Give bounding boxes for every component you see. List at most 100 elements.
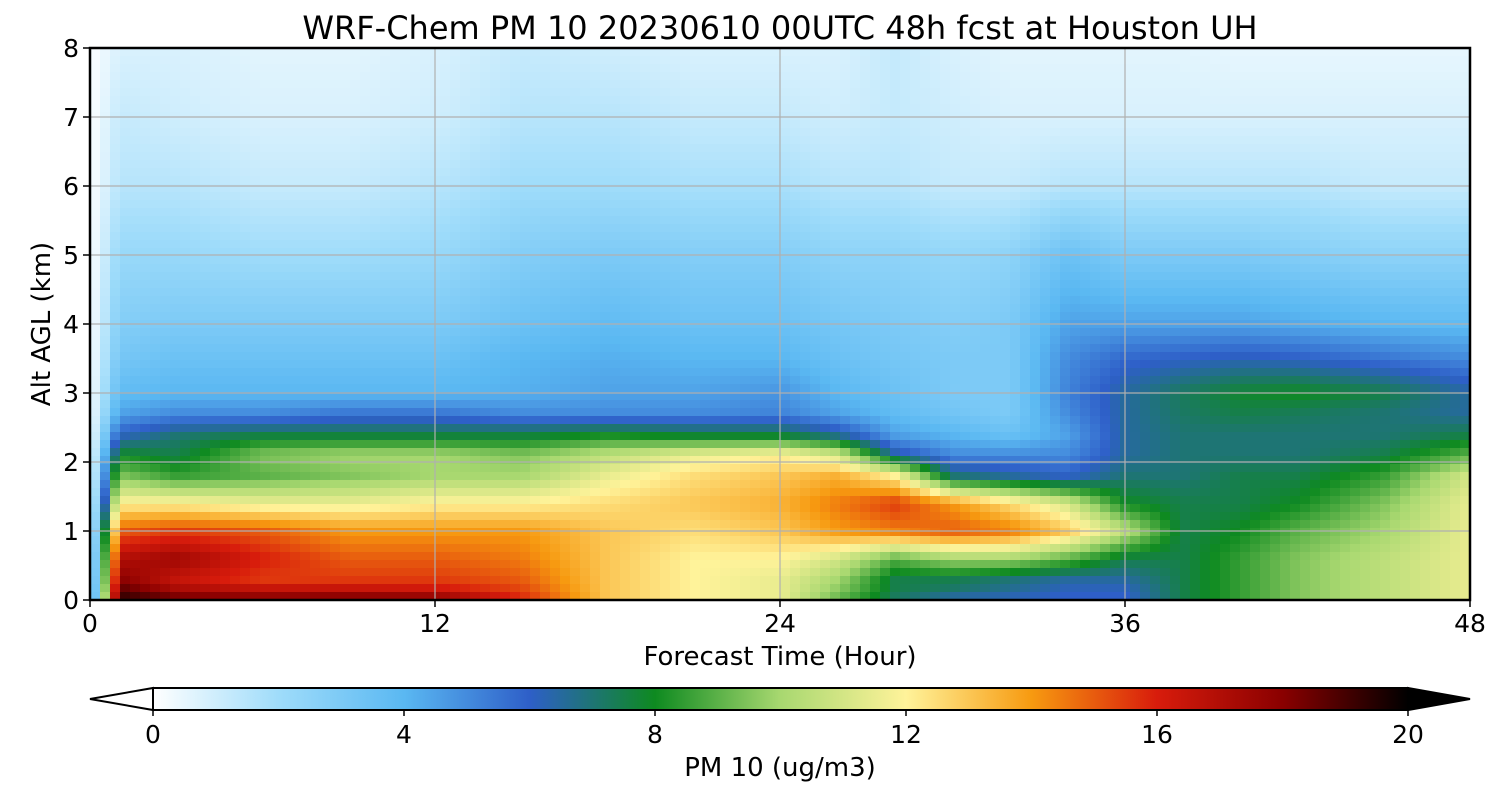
heatmap-cell <box>200 88 211 97</box>
heatmap-cell <box>1340 144 1351 153</box>
heatmap-cell <box>380 192 391 201</box>
heatmap-cell <box>150 248 161 257</box>
heatmap-cell <box>1390 264 1401 273</box>
heatmap-cell <box>220 168 231 177</box>
heatmap-cell <box>710 56 721 65</box>
heatmap-cell <box>1400 88 1411 97</box>
heatmap-cell <box>770 296 781 305</box>
heatmap-cell <box>990 232 1001 241</box>
heatmap-cell <box>220 192 231 201</box>
heatmap-cell <box>140 272 151 281</box>
heatmap-cell <box>1260 208 1271 217</box>
heatmap-cell <box>710 248 721 257</box>
heatmap-cell <box>1320 248 1331 257</box>
heatmap-cell <box>660 120 671 129</box>
heatmap-cell <box>830 200 841 209</box>
heatmap-cell <box>950 216 961 225</box>
heatmap-cell <box>570 160 581 169</box>
heatmap-cell <box>1430 264 1441 273</box>
heatmap-cell <box>470 112 481 121</box>
heatmap-cell <box>900 200 911 209</box>
heatmap-cell <box>1290 56 1301 65</box>
heatmap-cell <box>150 176 161 185</box>
heatmap-cell <box>180 200 191 209</box>
heatmap-cell <box>610 264 621 273</box>
heatmap-cell <box>1410 144 1421 153</box>
heatmap-cell <box>330 80 341 89</box>
heatmap-cell <box>1300 272 1311 281</box>
heatmap-cell <box>720 232 731 241</box>
heatmap-cell <box>830 136 841 145</box>
heatmap-cell <box>900 96 911 105</box>
heatmap-cell <box>1240 136 1251 145</box>
heatmap-cell <box>1390 280 1401 289</box>
heatmap-cell <box>1070 248 1081 257</box>
heatmap-cell <box>520 240 531 249</box>
heatmap-cell <box>1290 88 1301 97</box>
heatmap-cell <box>590 272 601 281</box>
heatmap-cell <box>300 96 311 105</box>
heatmap-cell <box>900 160 911 169</box>
heatmap-cell <box>1090 312 1101 321</box>
heatmap-cell <box>910 312 921 321</box>
heatmap-cell <box>800 208 811 217</box>
heatmap-cell <box>1110 112 1121 121</box>
heatmap-cell <box>860 176 871 185</box>
heatmap-cell <box>320 88 331 97</box>
heatmap-cell <box>230 248 241 257</box>
heatmap-cell <box>390 144 401 153</box>
heatmap-cell <box>340 184 351 193</box>
heatmap-cell <box>740 192 751 201</box>
heatmap-cell <box>1000 160 1011 169</box>
heatmap-cell <box>1180 48 1191 57</box>
heatmap-cell <box>450 104 461 113</box>
heatmap-cell <box>760 120 771 129</box>
heatmap-cell <box>870 216 881 225</box>
heatmap-cell <box>1270 240 1281 249</box>
heatmap-cell <box>1400 128 1411 137</box>
heatmap-cell <box>1420 168 1431 177</box>
heatmap-cell <box>900 232 911 241</box>
heatmap-cell <box>220 288 231 297</box>
heatmap-cell <box>1030 112 1041 121</box>
heatmap-cell <box>910 248 921 257</box>
heatmap-cell <box>1050 304 1061 313</box>
heatmap-cell <box>780 104 791 113</box>
heatmap-cell <box>1390 112 1401 121</box>
heatmap-cell <box>1180 120 1191 129</box>
heatmap-cell <box>570 208 581 217</box>
heatmap-cell <box>1210 280 1221 289</box>
heatmap-cell <box>810 288 821 297</box>
heatmap-cell <box>960 304 971 313</box>
heatmap-cell <box>1270 112 1281 121</box>
heatmap-cell <box>210 232 221 241</box>
heatmap-cell <box>1430 232 1441 241</box>
heatmap-cell <box>1110 264 1121 273</box>
heatmap-cell <box>1060 208 1071 217</box>
heatmap-cell <box>1150 136 1161 145</box>
heatmap-cell <box>1050 200 1061 209</box>
heatmap-cell <box>110 336 121 345</box>
heatmap-cell <box>1390 152 1401 161</box>
heatmap-cell <box>110 80 121 89</box>
heatmap-cell <box>420 192 431 201</box>
heatmap-cell <box>350 328 361 337</box>
heatmap-cell <box>240 104 251 113</box>
heatmap-cell <box>330 232 341 241</box>
heatmap-cell <box>1410 64 1421 73</box>
heatmap-cell <box>390 256 401 265</box>
heatmap-cell <box>260 232 271 241</box>
heatmap-cell <box>1420 88 1431 97</box>
heatmap-cell <box>1070 72 1081 81</box>
heatmap-cell <box>740 152 751 161</box>
heatmap-cell <box>270 192 281 201</box>
heatmap-cell <box>520 200 531 209</box>
heatmap-cell <box>1210 328 1221 337</box>
heatmap-field <box>90 48 1470 600</box>
heatmap-cell <box>210 136 221 145</box>
heatmap-cell <box>560 208 571 217</box>
heatmap-cell <box>980 264 991 273</box>
heatmap-cell <box>690 200 701 209</box>
heatmap-cell <box>140 112 151 121</box>
heatmap-cell <box>1330 192 1341 201</box>
